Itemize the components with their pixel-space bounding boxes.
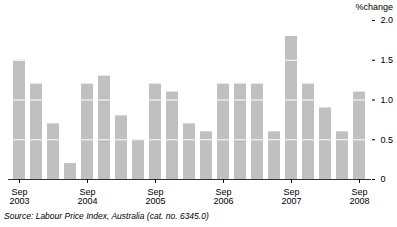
svg-text:1.0: 1.0	[381, 95, 394, 105]
svg-text:Sep2006: Sep2006	[213, 187, 233, 206]
html-text:Source: Labour Price Index, Au: Source: Labour Price Index, Australia (c…	[4, 211, 209, 221]
svg-text:0.5: 0.5	[381, 135, 394, 145]
svg-text:Sep2003: Sep2003	[9, 187, 29, 206]
svg-text:1.5: 1.5	[381, 55, 394, 65]
svg-text:Sep2005: Sep2005	[145, 187, 165, 206]
svg-text:Sep2008: Sep2008	[349, 187, 369, 206]
svg-text:2.0: 2.0	[381, 15, 394, 25]
svg-text:0: 0	[381, 174, 386, 184]
svg-text:Sep2004: Sep2004	[77, 187, 97, 206]
html-text:%change: %change	[355, 2, 393, 12]
svg-text:Sep2007: Sep2007	[281, 187, 301, 206]
